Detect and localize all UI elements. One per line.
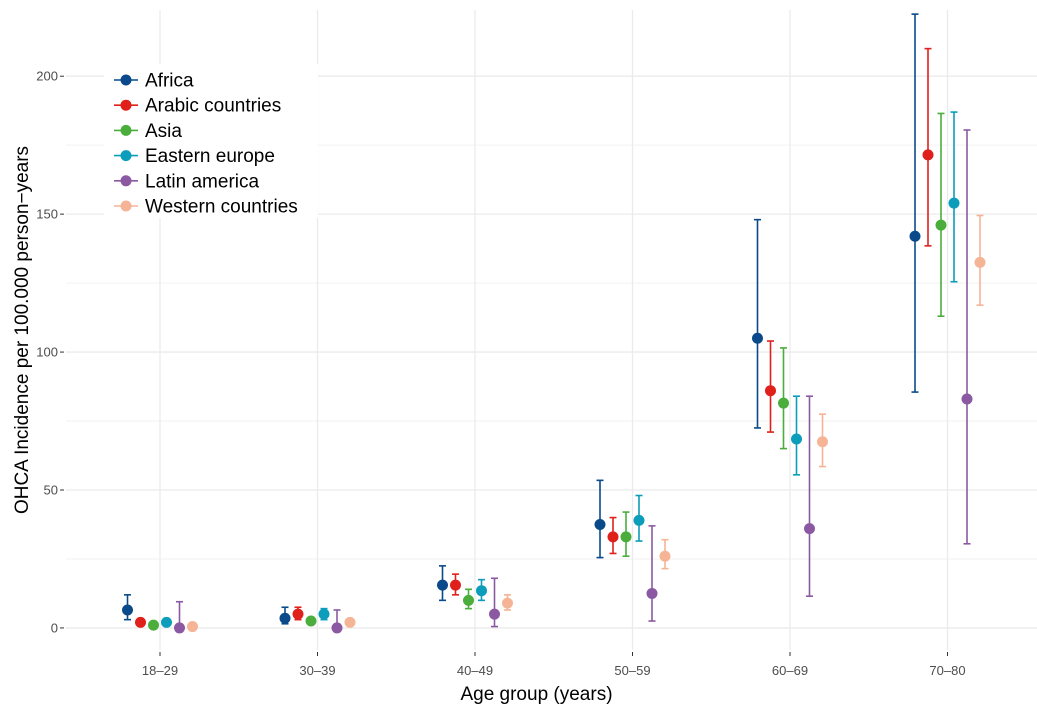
point-asia <box>148 619 159 631</box>
legend-label-latin-america: Latin america <box>145 171 259 192</box>
legend-label-western-countries: Western countries <box>145 197 298 218</box>
legend-key-point-africa <box>120 74 132 86</box>
point-western-countries <box>344 616 356 628</box>
legend-label-africa: Africa <box>145 71 194 92</box>
legend-label-asia: Asia <box>145 121 182 142</box>
x-axis-ticks: 18–29 30–39 40–49 50–59 60–69 70–80 <box>142 652 966 678</box>
x-tick-label: 18–29 <box>142 663 178 678</box>
y-tick-label: 0 <box>51 620 58 635</box>
y-axis-title: OHCA Incidence per 100.000 person−years <box>12 146 33 514</box>
point-africa <box>437 579 448 591</box>
point-asia <box>935 219 947 231</box>
point-arabic-countries <box>450 579 461 591</box>
y-axis-ticks: 0 50 100 150 200 <box>36 69 64 635</box>
point-arabic-countries <box>135 616 146 628</box>
point-asia <box>463 594 474 606</box>
point-eastern-europe <box>318 608 330 620</box>
y-tick-label: 150 <box>36 207 58 222</box>
point-africa <box>752 332 763 344</box>
point-asia <box>778 397 789 409</box>
point-asia <box>305 615 317 627</box>
point-latin-america <box>331 622 343 634</box>
legend-key-point-latin-america <box>120 175 132 187</box>
x-axis-title: Age group (years) <box>460 684 612 705</box>
legend-label-arabic-countries: Arabic countries <box>145 96 281 117</box>
point-africa <box>594 518 606 530</box>
point-western-countries <box>974 256 986 268</box>
data-marks <box>122 13 986 634</box>
point-eastern-europe <box>161 616 172 628</box>
point-western-countries <box>659 550 671 562</box>
point-latin-america <box>174 622 185 634</box>
point-eastern-europe <box>633 514 645 526</box>
y-tick-label: 50 <box>44 483 58 498</box>
legend-key-point-asia <box>120 124 132 136</box>
point-western-countries <box>817 436 828 448</box>
point-africa <box>122 604 133 616</box>
point-arabic-countries <box>292 608 304 620</box>
point-latin-america <box>489 608 500 620</box>
x-tick-label: 50–59 <box>614 663 650 678</box>
point-africa <box>279 612 291 624</box>
point-arabic-countries <box>922 149 934 161</box>
point-latin-america <box>646 587 658 599</box>
x-tick-label: 40–49 <box>457 663 493 678</box>
legend: Africa Arabic countries Asia Eastern europe… <box>104 64 318 218</box>
point-latin-america <box>961 393 973 405</box>
x-tick-label: 70–80 <box>929 663 965 678</box>
point-eastern-europe <box>791 433 802 445</box>
legend-key-point-arabic-countries <box>120 99 132 111</box>
y-tick-label: 200 <box>36 69 58 84</box>
legend-label-eastern-europe: Eastern europe <box>145 146 275 167</box>
x-tick-label: 60–69 <box>772 663 808 678</box>
point-western-countries <box>502 597 513 609</box>
legend-key-point-eastern-europe <box>120 150 132 162</box>
point-arabic-countries <box>765 385 776 397</box>
y-tick-label: 100 <box>36 345 58 360</box>
point-africa <box>909 230 921 242</box>
x-tick-label: 30–39 <box>299 663 335 678</box>
point-eastern-europe <box>476 585 487 597</box>
point-latin-america <box>804 523 815 535</box>
point-western-countries <box>187 621 198 633</box>
legend-key-point-western-countries <box>120 200 132 212</box>
legend-background <box>104 64 318 218</box>
point-eastern-europe <box>948 197 960 209</box>
point-asia <box>620 531 632 543</box>
point-arabic-countries <box>607 531 619 543</box>
